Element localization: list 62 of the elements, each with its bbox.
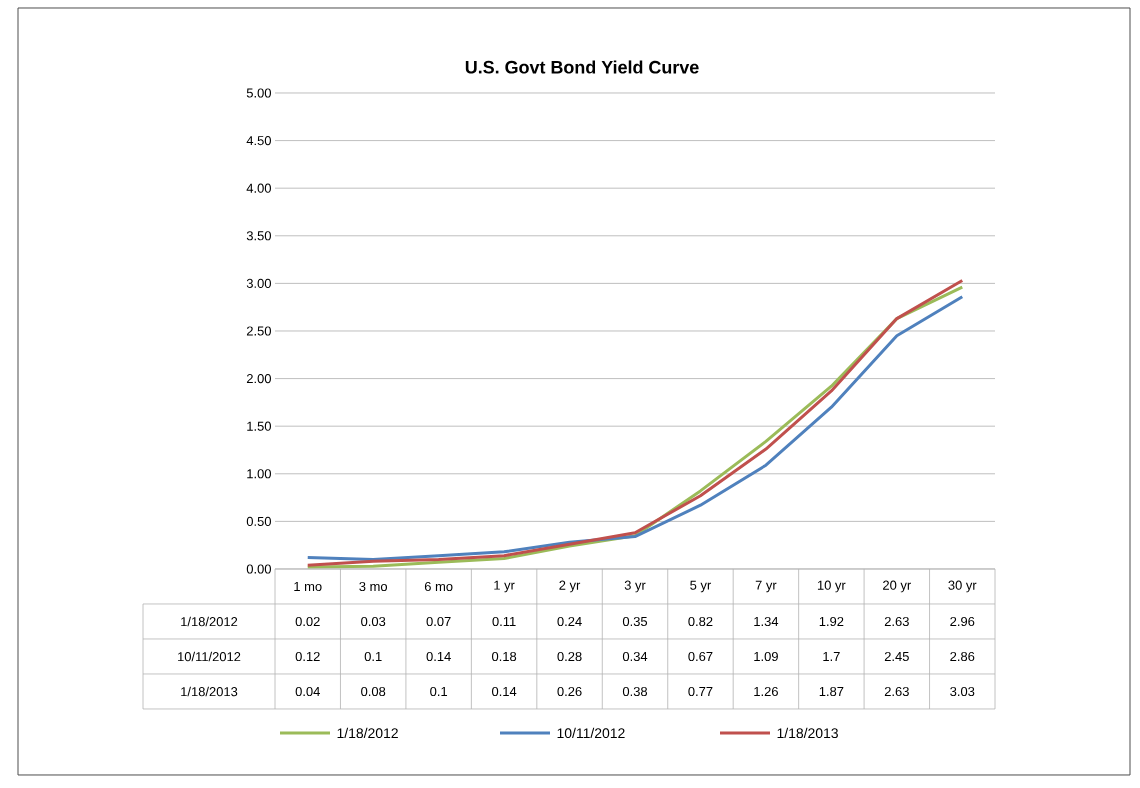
data-label: 1.7 bbox=[823, 652, 840, 661]
chart-title: U.S. Govt Bond Yield Curve bbox=[465, 60, 699, 74]
y-tick-label: 4.50 bbox=[246, 136, 271, 146]
data-label: 0.04 bbox=[295, 686, 320, 697]
data-label: 1.34 bbox=[754, 616, 779, 627]
data-label: 0.67 bbox=[688, 651, 713, 662]
text: 1/18/2013 bbox=[181, 686, 238, 697]
data-label: 0.02 bbox=[295, 616, 320, 627]
x-tick-label: 3 yr bbox=[624, 580, 646, 593]
y-tick-label: 1.00 bbox=[247, 469, 271, 479]
y-tick-label: 2.50 bbox=[246, 326, 271, 336]
x-tick-label: 3 mo bbox=[359, 581, 388, 592]
data-label: 0.08 bbox=[361, 686, 386, 697]
y-tick-label: 3.00 bbox=[246, 278, 271, 288]
data-label: 0.07 bbox=[426, 616, 451, 627]
legend-label: 10/11/2012 bbox=[557, 727, 625, 739]
y-tick-label: 0.50 bbox=[246, 516, 271, 526]
data-label: 0.82 bbox=[688, 616, 713, 627]
data-label: 0.34 bbox=[622, 651, 648, 662]
y-tick-label: 2.00 bbox=[246, 374, 271, 384]
data-label: 0.03 bbox=[361, 616, 386, 627]
data-label: 0.1 bbox=[430, 686, 448, 697]
data-label: 0.35 bbox=[622, 616, 648, 627]
data-label: 0.14 bbox=[491, 686, 517, 697]
x-tick-label: 1 mo bbox=[294, 581, 322, 591]
legend-label: 1/18/2012 bbox=[337, 727, 398, 739]
y-tick-label: 1.50 bbox=[247, 421, 271, 431]
x-tick-label: 20 yr bbox=[883, 580, 911, 593]
x-tick-label: 1 yr bbox=[494, 580, 515, 593]
data-label: 0.26 bbox=[557, 686, 582, 697]
x-tick-label: 6 mo bbox=[424, 581, 453, 592]
data-label: 0.11 bbox=[492, 616, 516, 627]
data-label: 0.28 bbox=[557, 651, 582, 662]
x-tick-label: 7 yr bbox=[755, 580, 777, 593]
data-label: 1.87 bbox=[819, 686, 844, 697]
data-label: 3.03 bbox=[950, 686, 975, 697]
data-label: 2.96 bbox=[950, 616, 975, 627]
y-tick-label: 4.00 bbox=[246, 183, 271, 193]
data-label: 0.77 bbox=[688, 686, 713, 697]
data-label: 1.09 bbox=[754, 651, 778, 662]
data-label: 0.38 bbox=[622, 686, 648, 697]
x-tick-label: 10 yr bbox=[817, 580, 846, 593]
data-label: 0.24 bbox=[557, 616, 582, 627]
data-label: 2.63 bbox=[884, 686, 909, 697]
data-label: 0.12 bbox=[295, 651, 320, 662]
text: 1/18/2012 bbox=[181, 616, 238, 627]
data-label: 2.63 bbox=[884, 616, 909, 627]
data-label: 0.14 bbox=[426, 651, 451, 662]
x-tick-label: 5 yr bbox=[690, 580, 712, 593]
x-tick-label: 2 yr bbox=[559, 580, 581, 593]
y-tick-label: 0.00 bbox=[246, 564, 271, 574]
y-tick-label: 5.00 bbox=[246, 88, 271, 98]
data-label: 0.1 bbox=[364, 651, 382, 662]
x-tick-label: 30 yr bbox=[948, 580, 977, 593]
data-label: 2.45 bbox=[884, 651, 909, 662]
legend-label: 1/18/2013 bbox=[777, 727, 838, 739]
data-label: 0.18 bbox=[491, 651, 517, 662]
data-label: 1.26 bbox=[754, 686, 778, 697]
data-label: 1.92 bbox=[819, 616, 844, 627]
y-tick-label: 3.50 bbox=[246, 231, 271, 241]
text: 10/11/2012 bbox=[178, 651, 241, 662]
data-label: 2.86 bbox=[950, 651, 975, 662]
